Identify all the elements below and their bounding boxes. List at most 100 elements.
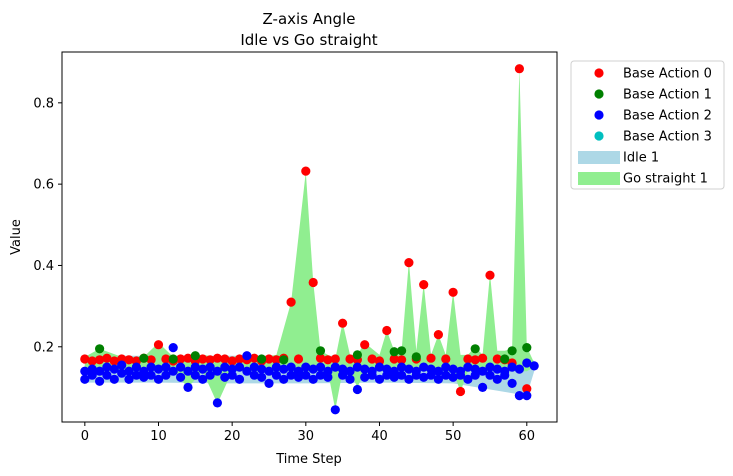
point-series2-13 — [124, 366, 134, 376]
point-series2-54 — [279, 374, 289, 384]
point-series2-79 — [367, 366, 377, 376]
point-series0-41 — [382, 325, 392, 336]
point-series2-17 — [139, 366, 149, 376]
point-series2-63 — [308, 364, 318, 374]
x-tick-label-6: 60 — [519, 429, 536, 444]
point-series2-87 — [397, 362, 407, 372]
point-series2-72 — [345, 374, 355, 384]
point-series0-47 — [426, 353, 436, 363]
point-series0-25 — [264, 354, 274, 364]
point-series2-14 — [131, 370, 141, 380]
point-series2-11 — [117, 360, 127, 370]
point-series2-76 — [360, 372, 370, 382]
point-series2-95 — [426, 364, 436, 374]
point-series2-25 — [168, 366, 178, 376]
point-series2-67 — [323, 366, 333, 376]
y-tick-label-2: 0.6 — [33, 178, 54, 193]
legend-swatch-4 — [578, 151, 620, 164]
point-series2-19 — [146, 362, 156, 372]
x-axis-label: Time Step — [275, 452, 342, 467]
point-series2-41 — [227, 364, 237, 374]
point-series2-110 — [485, 370, 495, 380]
point-series2-30 — [190, 370, 200, 380]
legend-label-2: Base Action 2 — [623, 109, 712, 124]
point-series1-2 — [168, 354, 178, 364]
point-series1-8 — [389, 347, 399, 357]
point-series2-112 — [492, 374, 502, 384]
point-series0-49 — [441, 354, 451, 364]
point-series2-59 — [293, 366, 304, 376]
x-tick-label-4: 40 — [371, 429, 388, 444]
point-series0-16 — [198, 354, 208, 364]
point-series2-92 — [419, 372, 429, 382]
point-series1-11 — [470, 344, 480, 354]
point-series2-49 — [257, 364, 267, 374]
y-axis: 0.2 0.4 0.6 0.8 — [33, 96, 62, 355]
point-series2-81 — [374, 362, 385, 372]
point-series0-26 — [271, 355, 281, 365]
point-series2-36 — [212, 398, 222, 408]
point-series0-35 — [338, 318, 348, 328]
point-series2-100 — [448, 372, 458, 382]
point-series2-0 — [80, 366, 90, 376]
point-series2-15 — [131, 362, 141, 372]
point-series1-14 — [522, 343, 532, 353]
point-series2-107 — [470, 364, 480, 374]
point-series0-36 — [345, 354, 355, 364]
point-series2-39 — [220, 362, 230, 372]
legend-marker-3 — [594, 131, 604, 141]
point-series2-56 — [286, 370, 296, 380]
point-series2-34 — [205, 370, 215, 380]
x-tick-label-5: 50 — [445, 429, 462, 444]
point-series0-54 — [478, 353, 488, 363]
point-series2-122 — [529, 361, 539, 371]
point-series2-68 — [330, 405, 340, 415]
point-series0-34 — [330, 354, 340, 364]
point-series0-14 — [183, 353, 193, 363]
point-series2-45 — [242, 366, 252, 376]
point-series2-71 — [338, 364, 348, 374]
point-series0-29 — [293, 354, 304, 364]
point-series0-42 — [389, 354, 399, 364]
point-series2-51 — [264, 366, 274, 376]
point-series2-3 — [87, 364, 97, 374]
point-series0-46 — [419, 280, 429, 290]
point-series2-104 — [463, 374, 473, 384]
y-axis-label: Value — [9, 219, 24, 255]
point-series2-21 — [153, 364, 164, 374]
point-series0-43 — [397, 355, 407, 365]
point-series2-93 — [419, 362, 429, 372]
point-series2-44 — [242, 351, 252, 361]
point-series2-108 — [478, 382, 488, 392]
point-series0-50 — [448, 287, 458, 297]
point-series2-89 — [404, 364, 414, 374]
point-series2-99 — [441, 362, 451, 372]
point-series1-3 — [190, 351, 200, 361]
point-series2-6 — [102, 370, 112, 380]
y-tick-label-0: 0.2 — [33, 340, 54, 355]
chart-title-line1: Z-axis Angle — [263, 10, 356, 28]
point-series0-31 — [308, 277, 318, 288]
point-series2-96 — [433, 374, 443, 384]
point-series2-69 — [330, 362, 340, 372]
point-series2-97 — [433, 366, 443, 376]
point-series0-30 — [301, 166, 311, 176]
point-series2-53 — [271, 362, 281, 372]
x-tick-label-3: 30 — [298, 429, 315, 444]
point-series2-105 — [463, 362, 473, 372]
point-series0-52 — [463, 354, 473, 364]
point-series2-52 — [271, 370, 281, 380]
point-series0-44 — [404, 258, 414, 268]
point-series2-18 — [146, 370, 156, 380]
point-series2-27 — [176, 362, 186, 372]
x-tick-label-0: 0 — [81, 429, 89, 444]
point-series2-24 — [168, 343, 178, 353]
point-series2-109 — [478, 366, 488, 376]
point-series1-7 — [352, 350, 362, 360]
point-series1-4 — [257, 354, 267, 364]
point-series2-62 — [308, 374, 318, 384]
point-series2-28 — [183, 382, 193, 392]
chart-title-line2: Idle vs Go straight — [240, 31, 377, 49]
point-series0-13 — [176, 354, 186, 364]
point-series0-0 — [80, 354, 90, 364]
